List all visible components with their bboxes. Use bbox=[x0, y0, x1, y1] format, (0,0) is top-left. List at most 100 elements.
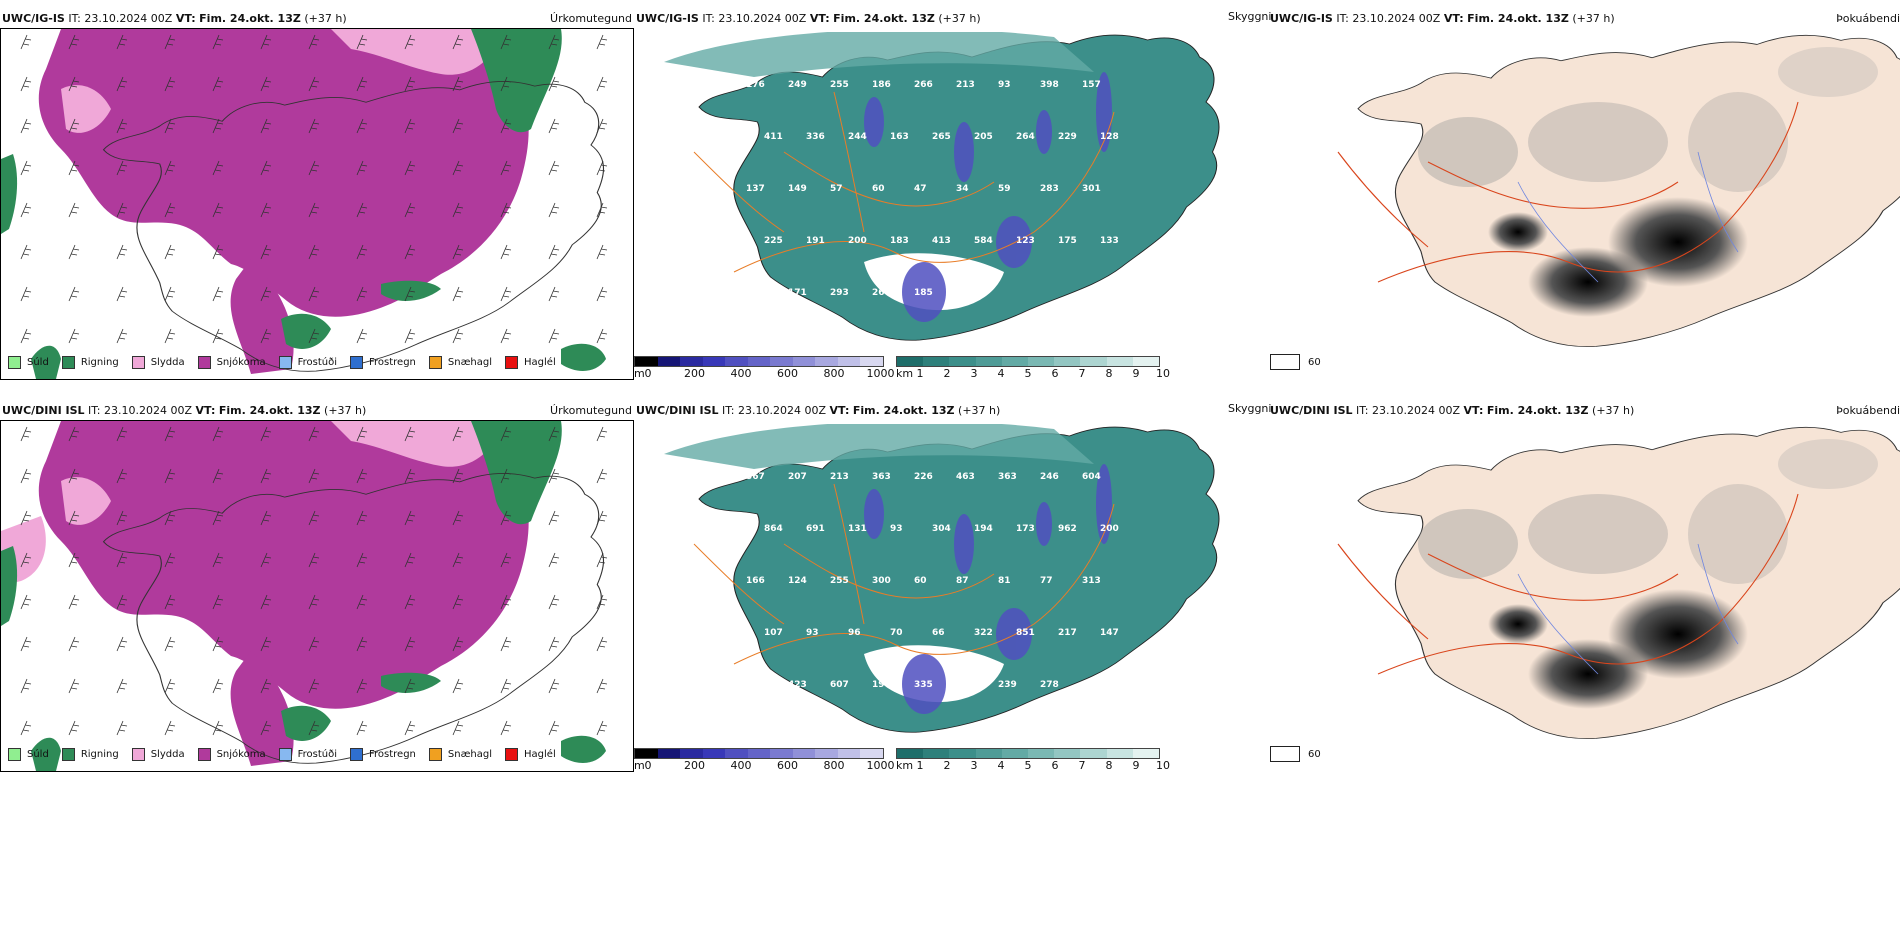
vt-value: Fim. 24.okt. 13Z bbox=[852, 404, 955, 417]
visibility-color-bin bbox=[1080, 749, 1107, 758]
visibility-value: 123 bbox=[1016, 236, 1035, 246]
height-color-bin bbox=[815, 357, 838, 366]
visibility-value: 57 bbox=[830, 184, 843, 194]
vt-value: Fim. 24.okt. 13Z bbox=[1486, 404, 1589, 417]
precip-map[interactable] bbox=[0, 420, 634, 772]
visibility-map[interactable]: 168 176 249 255 186 266 213 93 398 157 153 411 336 24… bbox=[634, 32, 1234, 348]
visibility-color-bin bbox=[949, 749, 976, 758]
fog-map[interactable] bbox=[1268, 32, 1900, 352]
snow-area bbox=[38, 29, 529, 374]
precip-legend-item: Rigning bbox=[61, 748, 119, 761]
visibility-tick: 10 bbox=[1156, 759, 1170, 772]
height-color-bin bbox=[770, 749, 793, 758]
height-tick: 200 bbox=[684, 759, 705, 772]
visibility-tick: 9 bbox=[1132, 367, 1140, 380]
visibility-value: 962 bbox=[1058, 524, 1077, 534]
model-name: UWC/IG-IS bbox=[1270, 12, 1333, 25]
precip-legend-label: Haglél bbox=[524, 749, 556, 760]
vt-label: VT: bbox=[809, 12, 830, 25]
precip-legend-swatch bbox=[505, 748, 519, 761]
precip-map-svg bbox=[1, 421, 633, 771]
precip-legend-swatch bbox=[505, 356, 519, 369]
visibility-color-bin bbox=[923, 749, 950, 758]
precip-legend-item: Frostregn bbox=[350, 356, 416, 369]
visibility-value: 255 bbox=[830, 80, 849, 90]
visibility-shade bbox=[664, 424, 1094, 469]
visibility-color-bin bbox=[1106, 357, 1133, 366]
height-tick: 800 bbox=[823, 367, 845, 380]
visibility-value: 313 bbox=[1082, 576, 1101, 586]
road-network bbox=[693, 483, 1115, 665]
visibility-value: 157 bbox=[1082, 80, 1101, 90]
visibility-value: 300 bbox=[872, 576, 891, 586]
visibility-value: 584 bbox=[974, 236, 993, 246]
precip-map[interactable] bbox=[0, 28, 634, 380]
height-color-bin bbox=[657, 749, 681, 758]
visibility-color-bin bbox=[1028, 357, 1055, 366]
precip-legend-item: Súld bbox=[8, 356, 49, 369]
vt-value: Fim. 24.okt. 13Z bbox=[199, 12, 301, 25]
visibility-value: 249 bbox=[788, 80, 807, 90]
height-tick: 400 bbox=[730, 759, 752, 772]
road-network bbox=[693, 91, 1115, 273]
it-label: IT: bbox=[1356, 404, 1369, 417]
visibility-color-bin bbox=[975, 749, 1002, 758]
precip-legend-item: Súld bbox=[8, 748, 49, 761]
visibility-value: 264 bbox=[1016, 132, 1035, 142]
visibility-map[interactable]: 488 367 207 213 363 226 463 363 246 604 421 864 691 1… bbox=[634, 424, 1234, 740]
visibility-tick: 8 bbox=[1105, 759, 1113, 772]
precip-legend-item: Snjókoma bbox=[197, 748, 266, 761]
it-value: 23.10.2024 00Z bbox=[718, 12, 807, 25]
it-value: 23.10.2024 00Z bbox=[1372, 404, 1461, 417]
visibility-color-bin bbox=[1132, 357, 1160, 366]
visibility-color-bin bbox=[949, 357, 976, 366]
height-unit: m bbox=[634, 759, 645, 772]
fog-header: UWC/DINI ISL IT: 23.10.2024 00Z VT: Fim.… bbox=[1270, 404, 1634, 418]
visibility-value: 176 bbox=[746, 80, 765, 90]
visibility-value: 133 bbox=[1100, 236, 1119, 246]
precip-legend-label: Frostregn bbox=[369, 357, 416, 368]
height-tick: 400 bbox=[730, 367, 752, 380]
it-label: IT: bbox=[1336, 12, 1349, 25]
height-color-bin bbox=[680, 749, 703, 758]
precip-legend-swatch bbox=[61, 748, 75, 761]
fog-roads bbox=[1337, 101, 1799, 283]
precip-legend-label: Slydda bbox=[150, 749, 185, 760]
precip-legend-item: Rigning bbox=[61, 356, 119, 369]
precip-legend-swatch bbox=[61, 356, 75, 369]
model-name: UWC/DINI ISL bbox=[2, 404, 85, 417]
visibility-value: 70 bbox=[890, 628, 903, 638]
visibility-value: 338 bbox=[722, 236, 741, 246]
visibility-value: 266 bbox=[872, 288, 891, 298]
precip-legend-item: Slydda bbox=[131, 356, 185, 369]
visibility-tick: 5 bbox=[1024, 759, 1032, 772]
visibility-value: 225 bbox=[764, 236, 783, 246]
visibility-tick: 4 bbox=[997, 367, 1005, 380]
fog-roads bbox=[1337, 493, 1799, 675]
visibility-value: 226 bbox=[914, 472, 933, 482]
visibility-tick: 1 bbox=[916, 367, 924, 380]
visibility-value: 293 bbox=[830, 288, 849, 298]
height-color-bin bbox=[680, 357, 703, 366]
precip-legend-swatch bbox=[278, 748, 292, 761]
visibility-value: 173 bbox=[1016, 524, 1035, 534]
height-color-bin bbox=[837, 357, 861, 366]
rain-area bbox=[1, 421, 606, 771]
fog-rivers bbox=[1517, 151, 1739, 283]
visibility-color-bin bbox=[1028, 749, 1055, 758]
visibility-color-bin bbox=[923, 357, 950, 366]
visibility-value: 246 bbox=[1040, 472, 1059, 482]
visibility-value: 124 bbox=[788, 576, 807, 586]
visibility-value: 149 bbox=[788, 184, 807, 194]
visibility-value: 363 bbox=[872, 472, 891, 482]
visibility-value: 363 bbox=[998, 472, 1017, 482]
fog-legend-label: 60 bbox=[1308, 356, 1321, 368]
it-value: 23.10.2024 00Z bbox=[1352, 12, 1441, 25]
visibility-value: 278 bbox=[1040, 680, 1059, 690]
sleet-area bbox=[1, 421, 501, 586]
precip-legend-swatch bbox=[428, 748, 442, 761]
visibility-color-bin bbox=[1132, 749, 1160, 758]
fog-map[interactable] bbox=[1268, 424, 1900, 744]
visibility-value: 265 bbox=[932, 132, 951, 142]
visibility-tick: 2 bbox=[943, 759, 951, 772]
